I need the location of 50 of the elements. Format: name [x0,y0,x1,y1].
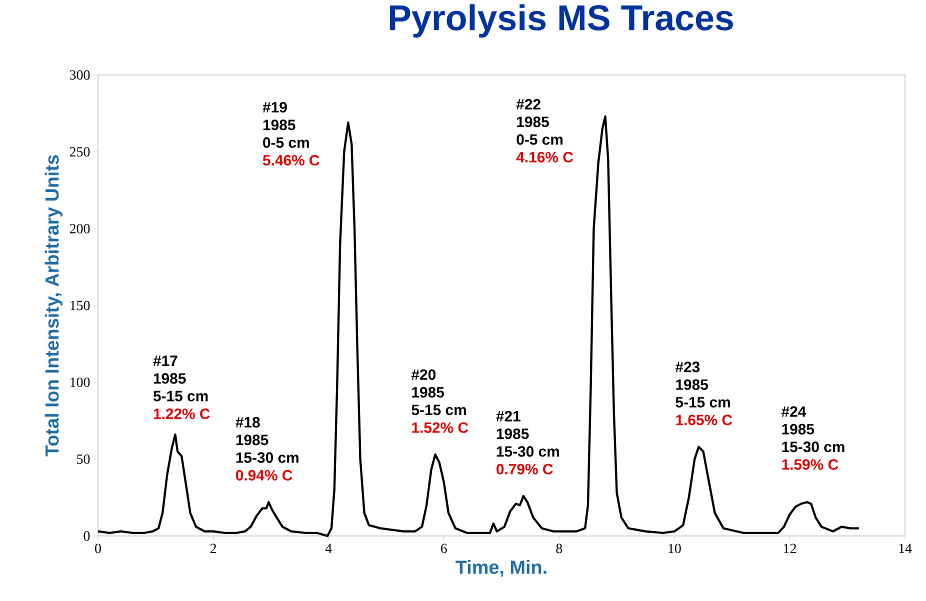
x-tick-label: 12 [784,544,796,553]
x-tick-label: 2 [210,544,216,553]
annotation: 1.22% C [154,408,210,420]
annotation: #23 [675,362,700,372]
y-tick-label: 200 [70,224,90,234]
y-tick-label: 250 [70,147,90,157]
y-tick-label: 150 [70,300,90,310]
annotation: 5.46% C [262,154,320,166]
annotation: 15-30 cm [236,452,298,463]
annotation: #17 [153,356,178,366]
annotation: 1.65% C [676,414,732,426]
y-tick-label: 100 [70,378,90,388]
annotation: #18 [236,416,260,428]
x-tick-label: 14 [899,544,912,553]
annotation: 5-15 cm [153,390,208,402]
x-tick-label: 6 [440,544,447,554]
annotation: #22 [516,98,540,110]
annotation: 15-30 cm [496,446,559,457]
annotation: 1985 [517,116,549,128]
annotation: 0-5 cm [516,134,563,145]
x-tick-label: 4 [325,544,332,553]
annotation: 1985 [263,120,296,130]
chart-title: Pyrolysis MS Traces [390,4,733,38]
annotation: 1985 [236,434,268,446]
annotation: 0-5 cm [263,137,309,148]
annotation: 1.52% C [412,422,468,433]
x-axis-title: Time, Min. [456,560,546,577]
annotation: #19 [262,102,287,113]
x-tick-label: 10 [668,544,681,554]
annotation: 1985 [782,424,814,434]
annotation: 15-30 cm [782,442,844,452]
annotation: #21 [496,410,520,422]
x-tick-label: 0 [95,544,101,554]
annotation: 0.79% C [496,464,553,474]
y-tick-label: 300 [70,70,90,80]
annotation: #20 [411,369,436,380]
x-tick-label: 8 [556,544,562,554]
y-tick-label: 0 [84,531,90,541]
y-axis-title: Total Ion Intensity, Arbitrary Units [44,155,62,456]
annotation: 1985 [154,373,186,384]
annotation: 0.94% C [236,470,292,481]
annotation: 1985 [676,379,708,390]
annotation: 5-15 cm [412,404,466,416]
annotation: 1985 [412,387,444,398]
annotation: #24 [782,406,806,417]
annotation: 4.16% C [516,152,573,162]
y-tick-label: 50 [77,454,90,464]
annotation: 5-15 cm [676,397,730,408]
annotation: 1985 [496,428,529,440]
annotation: 1.59% C [782,459,838,470]
